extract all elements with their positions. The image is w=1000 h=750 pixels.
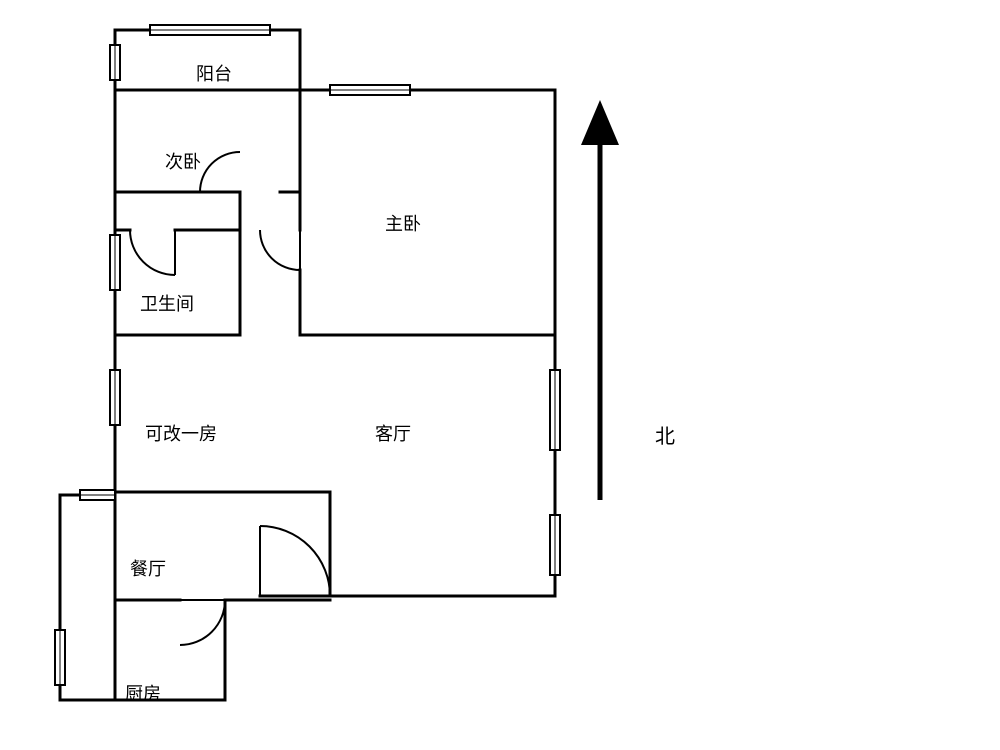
label-master-bedroom: 主卧	[385, 210, 421, 236]
label-living-room: 客厅	[375, 420, 411, 446]
label-kitchen: 厨房	[125, 680, 161, 706]
label-bathroom: 卫生间	[140, 290, 194, 316]
label-dining-room: 餐厅	[130, 555, 166, 581]
label-north: 北	[655, 420, 675, 449]
label-second-bedroom: 次卧	[165, 148, 201, 174]
label-balcony: 阳台	[196, 60, 232, 86]
label-flex-room: 可改一房	[145, 420, 217, 446]
floor-plan-svg	[0, 0, 1000, 750]
